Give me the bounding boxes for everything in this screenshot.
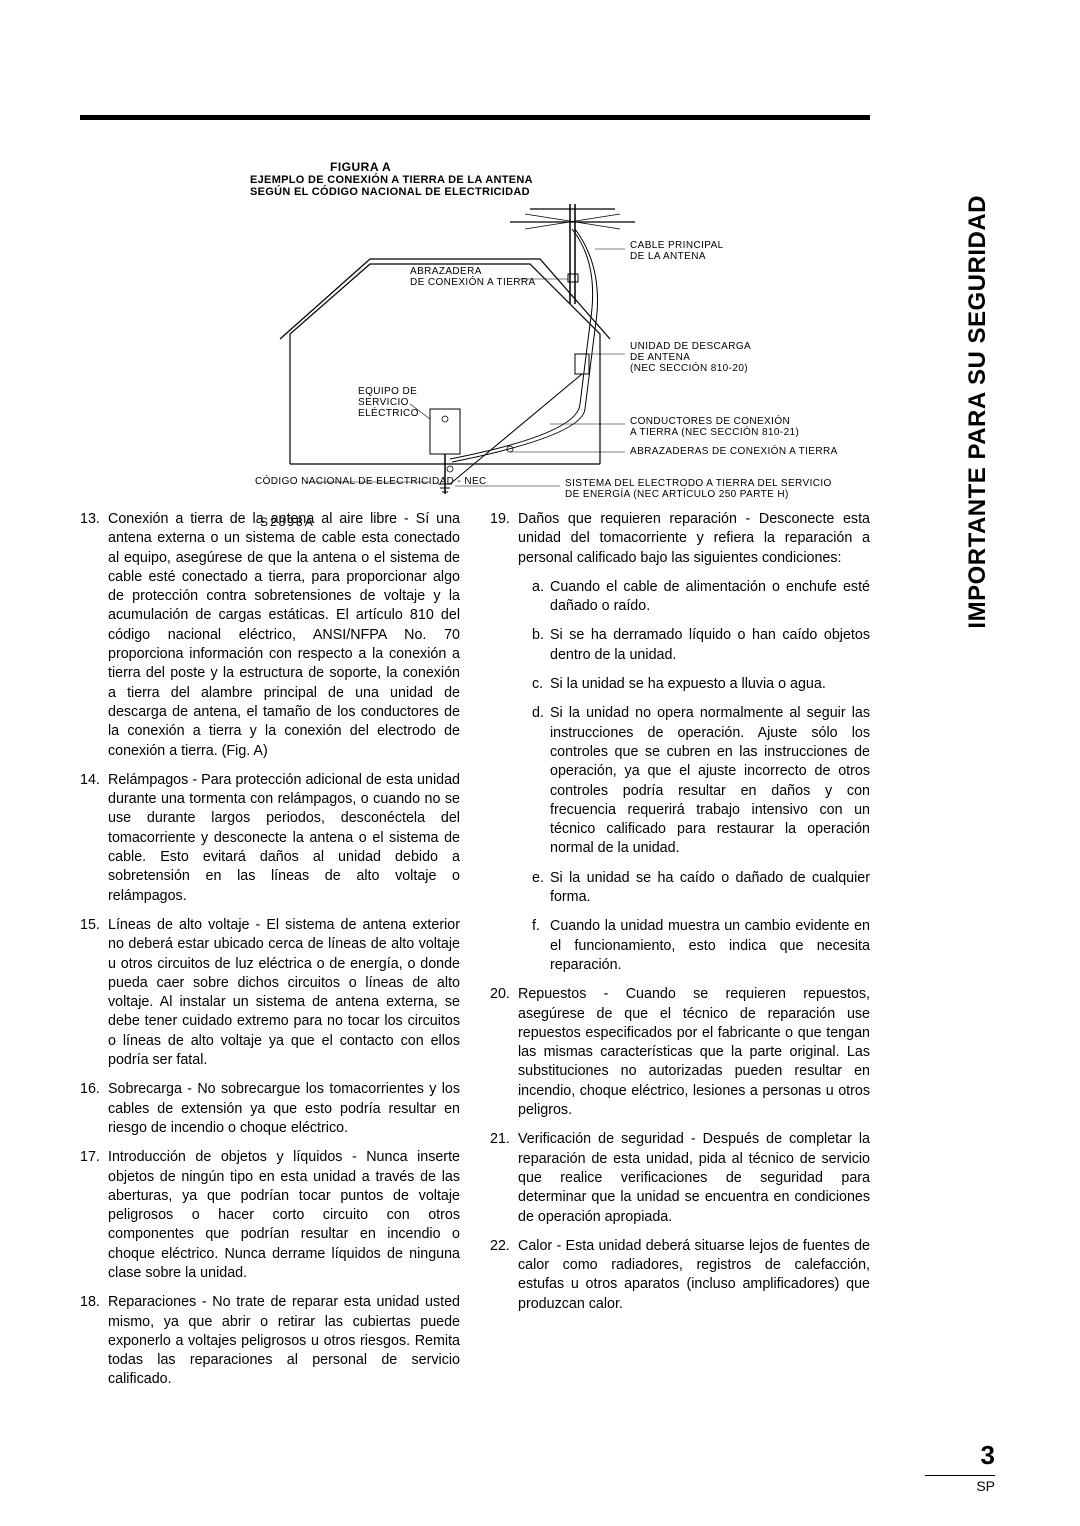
svg-text:(NEC SECCIÓN 810-20): (NEC SECCIÓN 810-20) [630, 361, 748, 374]
list-item: 13.Conexión a tierra de la antena al air… [80, 510, 460, 761]
sub-text: Cuando la unidad muestra un cambio evide… [550, 917, 870, 975]
item-number: 21. [490, 1130, 518, 1226]
svg-text:SERVICIO: SERVICIO [358, 397, 409, 408]
label-sistema: SISTEMA DEL ELECTRODO A TIERRA DEL SERVI… [565, 478, 832, 489]
list-item: 20.Repuestos - Cuando se requieren repue… [490, 985, 870, 1120]
item-number: 13. [80, 510, 108, 761]
item-number: 15. [80, 916, 108, 1070]
label-cable: CABLE PRINCIPAL [630, 240, 724, 251]
sub-letter: c. [532, 675, 550, 694]
sub-text: Si se ha derramado líquido o han caído o… [550, 626, 870, 665]
footer-lang: SP [976, 1478, 995, 1494]
label-abrazadera: ABRAZADERA [410, 266, 482, 277]
label-nec: CÓDIGO NACIONAL DE ELECTRICIDAD - NEC [255, 474, 487, 487]
svg-text:DE CONEXIÓN A TIERRA: DE CONEXIÓN A TIERRA [410, 275, 536, 288]
item-number: 22. [490, 1237, 518, 1314]
item-text: Relámpagos - Para protección adicional d… [108, 771, 460, 906]
sub-item: b.Si se ha derramado líquido o han caído… [490, 626, 870, 665]
sub-item: e.Si la unidad se ha caído o dañado de c… [490, 869, 870, 908]
list-item: 22.Calor - Esta unidad deberá situarse l… [490, 1237, 870, 1314]
item-number: 17. [80, 1148, 108, 1283]
list-item: 17.Introducción de objetos y líquidos - … [80, 1148, 460, 1283]
list-item: 18.Reparaciones - No trate de reparar es… [80, 1293, 460, 1389]
list-item: 14.Relámpagos - Para protección adiciona… [80, 771, 460, 906]
list-item: 16.Sobrecarga - No sobrecargue los tomac… [80, 1080, 460, 1138]
page-number: 3 [981, 1440, 995, 1471]
body-columns: 13.Conexión a tierra de la antena al air… [80, 510, 870, 1400]
sub-letter: e. [532, 869, 550, 908]
column-left: 13.Conexión a tierra de la antena al air… [80, 510, 460, 1400]
footer-rule [925, 1475, 995, 1476]
svg-text:ELÉCTRICO: ELÉCTRICO [358, 406, 419, 419]
antenna-diagram: CABLE PRINCIPAL DE LA ANTENA ABRAZADERA … [250, 204, 870, 504]
svg-text:DE ANTENA: DE ANTENA [630, 352, 690, 363]
sub-text: Cuando el cable de alimentación o enchuf… [550, 578, 870, 617]
item-text: Daños que requieren reparación - Descone… [518, 510, 870, 568]
item-number: 16. [80, 1080, 108, 1138]
sub-item: d.Si la unidad no opera normalmente al s… [490, 704, 870, 858]
label-unidad: UNIDAD DE DESCARGA [630, 341, 751, 352]
item-text: Introducción de objetos y líquidos - Nun… [108, 1148, 460, 1283]
sub-item: f.Cuando la unidad muestra un cambio evi… [490, 917, 870, 975]
figure-subtitle-1: EJEMPLO DE CONEXIÓN A TIERRA DE LA ANTEN… [250, 174, 870, 186]
sub-text: Si la unidad se ha expuesto a lluvia o a… [550, 675, 870, 694]
list-item: 19.Daños que requieren reparación - Desc… [490, 510, 870, 568]
label-conductores: CONDUCTORES DE CONEXIÓN [630, 414, 790, 427]
label-abrazaderas2: ABRAZADERAS DE CONEXIÓN A TIERRA [630, 444, 838, 457]
sub-letter: f. [532, 917, 550, 975]
sub-item: a.Cuando el cable de alimentación o ench… [490, 578, 870, 617]
item-number: 20. [490, 985, 518, 1120]
list-item: 21.Verificación de seguridad - Después d… [490, 1130, 870, 1226]
item-text: Repuestos - Cuando se requieren repuesto… [518, 985, 870, 1120]
item-text: Reparaciones - No trate de reparar esta … [108, 1293, 460, 1389]
side-section-label: IMPORTANTE PARA SU SEGURIDAD [964, 195, 992, 629]
sub-item: c.Si la unidad se ha expuesto a lluvia o… [490, 675, 870, 694]
item-number: 14. [80, 771, 108, 906]
sub-letter: b. [532, 626, 550, 665]
item-text: Calor - Esta unidad deberá situarse lejo… [518, 1237, 870, 1314]
figure-title: FIGURA A [330, 160, 870, 174]
svg-text:DE LA ANTENA: DE LA ANTENA [630, 251, 706, 262]
list-item: 15.Líneas de alto voltaje - El sistema d… [80, 916, 460, 1070]
item-text: Conexión a tierra de la antena al aire l… [108, 510, 460, 761]
item-text: Líneas de alto voltaje - El sistema de a… [108, 916, 460, 1070]
item-text: Sobrecarga - No sobrecargue los tomacorr… [108, 1080, 460, 1138]
svg-text:DE ENERGÍA (NEC ARTÍCULO 250 P: DE ENERGÍA (NEC ARTÍCULO 250 PARTE H) [565, 487, 789, 500]
item-text: Verificación de seguridad - Después de c… [518, 1130, 870, 1226]
figure-subtitle-2: SEGÚN EL CÓDIGO NACIONAL DE ELECTRICIDAD [250, 186, 870, 198]
page: IMPORTANTE PARA SU SEGURIDAD FIGURA A EJ… [0, 0, 1080, 1526]
sub-letter: d. [532, 704, 550, 858]
column-right: 19.Daños que requieren reparación - Desc… [490, 510, 870, 1400]
top-rule [80, 115, 870, 120]
label-equipo: EQUIPO DE [358, 386, 417, 397]
sub-text: Si la unidad se ha caído o dañado de cua… [550, 869, 870, 908]
item-number: 18. [80, 1293, 108, 1389]
item-number: 19. [490, 510, 518, 568]
svg-text:A TIERRA (NEC SECCIÓN 810-21): A TIERRA (NEC SECCIÓN 810-21) [630, 425, 799, 438]
sub-text: Si la unidad no opera normalmente al seg… [550, 704, 870, 858]
figure-a: FIGURA A EJEMPLO DE CONEXIÓN A TIERRA DE… [250, 160, 870, 500]
sub-letter: a. [532, 578, 550, 617]
